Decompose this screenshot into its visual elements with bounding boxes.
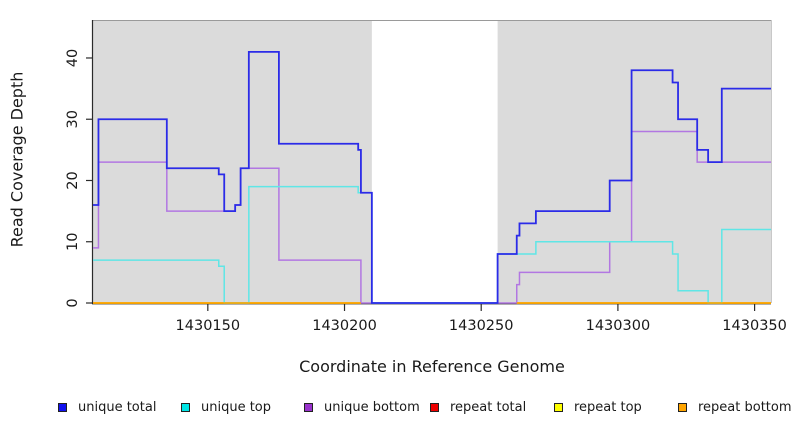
y-tick-label: 40: [65, 49, 81, 67]
x-axis-title: Coordinate in Reference Genome: [299, 357, 565, 376]
series-line-unique-bottom: [93, 130, 771, 304]
x-tick-label: 1430250: [449, 318, 514, 334]
legend-label: unique top: [201, 400, 272, 415]
legend-label: repeat top: [574, 400, 642, 415]
y-tick-label: 30: [65, 110, 81, 128]
y-tick-label: 0: [65, 298, 81, 307]
series-line-unique-total: [93, 50, 771, 304]
legend-swatch: [554, 403, 563, 412]
y-axis-title: Read Coverage Depth: [7, 71, 27, 248]
legend-label: repeat total: [450, 400, 527, 415]
y-tick-label: 10: [65, 233, 81, 251]
legend-swatch: [58, 403, 67, 412]
legend-swatch: [430, 403, 439, 412]
x-tick-label: 1430350: [722, 318, 787, 334]
legend-swatch: [181, 403, 190, 412]
legend-label: repeat bottom: [698, 400, 792, 415]
legend: unique total unique top unique bottom re…: [0, 399, 792, 423]
legend-swatch: [678, 403, 687, 412]
x-tick-label: 1430200: [312, 318, 377, 334]
y-tick-label: 20: [65, 171, 81, 189]
x-tick-label: 1430150: [176, 318, 241, 334]
legend-label: unique total: [78, 400, 157, 415]
legend-label: unique bottom: [324, 400, 420, 415]
x-tick-label: 1430300: [586, 318, 651, 334]
legend-swatch: [304, 403, 313, 412]
